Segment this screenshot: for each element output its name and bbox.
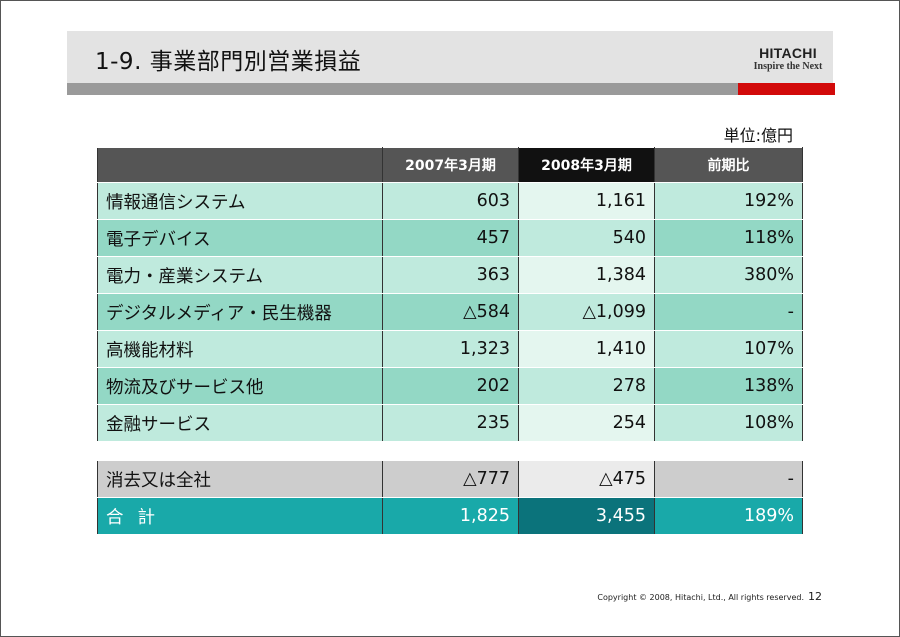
table-header-row: 2007年3月期 2008年3月期 前期比 xyxy=(97,147,803,183)
page-number: 12 xyxy=(808,590,822,603)
cell-ratio: - xyxy=(654,460,803,498)
header-blank xyxy=(97,147,383,183)
cell-ratio: 108% xyxy=(654,404,803,442)
logo-tagline: Inspire the Next xyxy=(753,61,823,72)
title-underline xyxy=(67,83,738,95)
cell-ratio: - xyxy=(654,293,803,331)
cell-2007: 202 xyxy=(382,367,519,405)
cell-ratio: 107% xyxy=(654,330,803,368)
header-2008: 2008年3月期 xyxy=(518,147,655,183)
copyright: Copyright © 2008, Hitachi, Ltd., All rig… xyxy=(597,593,804,602)
cell-ratio: 189% xyxy=(654,497,803,535)
table-row: 電子デバイス 457 540 118% xyxy=(97,219,803,257)
cell-2008: 1,161 xyxy=(518,182,655,220)
cell-2007: 235 xyxy=(382,404,519,442)
total-row: 合計 1,825 3,455 189% xyxy=(97,497,803,535)
header-ratio: 前期比 xyxy=(654,147,803,183)
cell-2007: 1,323 xyxy=(382,330,519,368)
cell-2008: 540 xyxy=(518,219,655,257)
logo-wordmark: HITACHI xyxy=(759,45,817,61)
cell-2007: 457 xyxy=(382,219,519,257)
row-label: 電力・産業システム xyxy=(97,256,383,294)
title-bar: 1-9. 事業部門別営業損益 xyxy=(67,31,833,83)
row-label: 合計 xyxy=(97,497,383,535)
unit-label: 単位:億円 xyxy=(723,126,793,145)
cell-2008: 278 xyxy=(518,367,655,405)
table-row: 電力・産業システム 363 1,384 380% xyxy=(97,256,803,294)
cell-ratio: 380% xyxy=(654,256,803,294)
cell-2007: 1,825 xyxy=(382,497,519,535)
header-2007: 2007年3月期 xyxy=(382,147,519,183)
table-row: 金融サービス 235 254 108% xyxy=(97,404,803,442)
cell-ratio: 192% xyxy=(654,182,803,220)
cell-2008: △1,099 xyxy=(518,293,655,331)
row-label: 高機能材料 xyxy=(97,330,383,368)
logo-red-bar xyxy=(738,83,835,95)
row-label: デジタルメディア・民生機器 xyxy=(97,293,383,331)
cell-2007: 603 xyxy=(382,182,519,220)
table-row: 情報通信システム 603 1,161 192% xyxy=(97,182,803,220)
cell-ratio: 138% xyxy=(654,367,803,405)
cell-2008: 1,384 xyxy=(518,256,655,294)
row-label: 金融サービス xyxy=(97,404,383,442)
cell-2008: 1,410 xyxy=(518,330,655,368)
cell-2008: △475 xyxy=(518,460,655,498)
table-row: 高機能材料 1,323 1,410 107% xyxy=(97,330,803,368)
cell-ratio: 118% xyxy=(654,219,803,257)
row-label: 情報通信システム xyxy=(97,182,383,220)
footer: Copyright © 2008, Hitachi, Ltd., All rig… xyxy=(597,590,822,603)
table-spacer xyxy=(97,441,803,461)
cell-2008: 254 xyxy=(518,404,655,442)
cell-2007: △584 xyxy=(382,293,519,331)
cell-2008: 3,455 xyxy=(518,497,655,535)
row-label: 物流及びサービス他 xyxy=(97,367,383,405)
row-label: 消去又は全社 xyxy=(97,460,383,498)
table-row: デジタルメディア・民生機器 △584 △1,099 - xyxy=(97,293,803,331)
table-row: 物流及びサービス他 202 278 138% xyxy=(97,367,803,405)
elimination-row: 消去又は全社 △777 △475 - xyxy=(97,460,803,498)
operating-income-table: 2007年3月期 2008年3月期 前期比 情報通信システム 603 1,161… xyxy=(97,147,803,535)
page-title: 1-9. 事業部門別営業損益 xyxy=(95,49,362,75)
row-label: 電子デバイス xyxy=(97,219,383,257)
cell-2007: △777 xyxy=(382,460,519,498)
hitachi-logo: HITACHI Inspire the Next xyxy=(741,46,835,73)
cell-2007: 363 xyxy=(382,256,519,294)
